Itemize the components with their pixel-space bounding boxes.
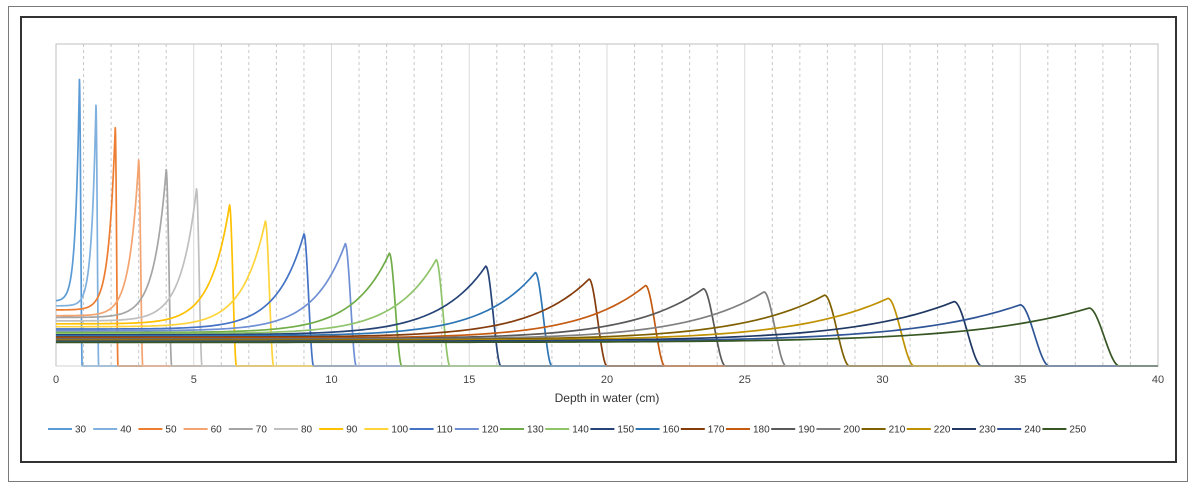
legend-label: 100 <box>391 425 408 436</box>
legend-label: 180 <box>753 425 770 436</box>
legend-item-110: 110 <box>409 425 453 436</box>
x-tick-label: 5 <box>191 374 197 386</box>
series-line-140 <box>56 258 1158 367</box>
legend-item-160: 160 <box>635 425 680 436</box>
x-tick-label: 35 <box>1014 374 1026 386</box>
legend-label: 50 <box>165 425 177 436</box>
x-tick-label: 25 <box>739 374 751 386</box>
legend-item-140: 140 <box>545 425 589 436</box>
legend-item-150: 150 <box>590 425 635 436</box>
legend-item-120: 120 <box>454 425 499 436</box>
legend: 30 40 50 60 70 80 90 100 110 120 130 140 150 160 170 18… <box>48 425 1087 436</box>
legend-label: 90 <box>346 425 358 436</box>
legend-label: 190 <box>798 425 815 436</box>
legend-label: 70 <box>256 425 268 436</box>
legend-item-230: 230 <box>952 425 996 436</box>
series-line-30 <box>55 78 1158 367</box>
series-line-250 <box>56 307 1158 367</box>
x-tick-label: 30 <box>876 374 888 386</box>
chart-area-frame <box>20 16 1177 463</box>
legend-item-40: 40 <box>93 425 132 436</box>
series-lines <box>55 78 1158 367</box>
series-line-100 <box>56 220 1158 367</box>
legend-label: 230 <box>979 425 996 436</box>
x-tick-label: 15 <box>463 374 475 386</box>
series-line-120 <box>56 242 1158 367</box>
series-line-70 <box>55 168 1158 367</box>
legend-item-100: 100 <box>364 425 409 436</box>
legend-label: 130 <box>527 425 544 436</box>
legend-item-250: 250 <box>1042 425 1087 436</box>
legend-label: 250 <box>1069 425 1086 436</box>
x-tick-label: 20 <box>601 374 613 386</box>
legend-label: 210 <box>889 425 906 436</box>
x-axis-label: Depth in water (cm) <box>555 391 660 405</box>
legend-item-60: 60 <box>183 425 223 436</box>
series-line-150 <box>56 265 1158 367</box>
x-tick-labels: 0 5 10 15 20 25 30 35 40 <box>53 374 1164 386</box>
legend-item-50: 50 <box>138 425 177 436</box>
series-line-170 <box>56 278 1158 367</box>
legend-label: 60 <box>211 425 223 436</box>
legend-label: 200 <box>843 425 860 436</box>
x-tick-label: 10 <box>325 374 337 386</box>
legend-label: 170 <box>708 425 725 436</box>
legend-item-70: 70 <box>228 425 268 436</box>
legend-label: 140 <box>572 425 589 436</box>
legend-label: 240 <box>1024 425 1041 436</box>
series-line-160 <box>56 271 1158 367</box>
legend-item-170: 170 <box>680 425 725 436</box>
legend-label: 80 <box>301 425 313 436</box>
series-line-110 <box>56 233 1158 367</box>
legend-label: 160 <box>663 425 680 436</box>
series-line-80 <box>55 188 1158 367</box>
legend-label: 110 <box>437 425 453 436</box>
legend-item-90: 90 <box>319 425 358 436</box>
x-tick-label: 0 <box>53 374 59 386</box>
series-line-50 <box>55 126 1158 367</box>
legend-item-210: 210 <box>861 425 906 436</box>
legend-item-180: 180 <box>726 425 770 436</box>
legend-item-80: 80 <box>274 425 313 436</box>
legend-label: 150 <box>617 425 634 436</box>
chart-outer-frame <box>8 6 1188 482</box>
legend-item-220: 220 <box>906 425 951 436</box>
legend-item-240: 240 <box>997 425 1041 436</box>
series-line-60 <box>55 159 1158 367</box>
legend-label: 40 <box>120 425 132 436</box>
legend-item-190: 190 <box>771 425 815 436</box>
legend-label: 30 <box>75 425 87 436</box>
legend-label: 120 <box>482 425 499 436</box>
legend-item-200: 200 <box>816 425 861 436</box>
series-line-90 <box>56 204 1158 367</box>
series-line-40 <box>55 104 1158 367</box>
legend-label: 220 <box>934 425 951 436</box>
legend-item-30: 30 <box>48 425 87 436</box>
series-line-130 <box>56 252 1158 367</box>
x-tick-label: 40 <box>1152 374 1164 386</box>
legend-item-130: 130 <box>500 425 544 436</box>
